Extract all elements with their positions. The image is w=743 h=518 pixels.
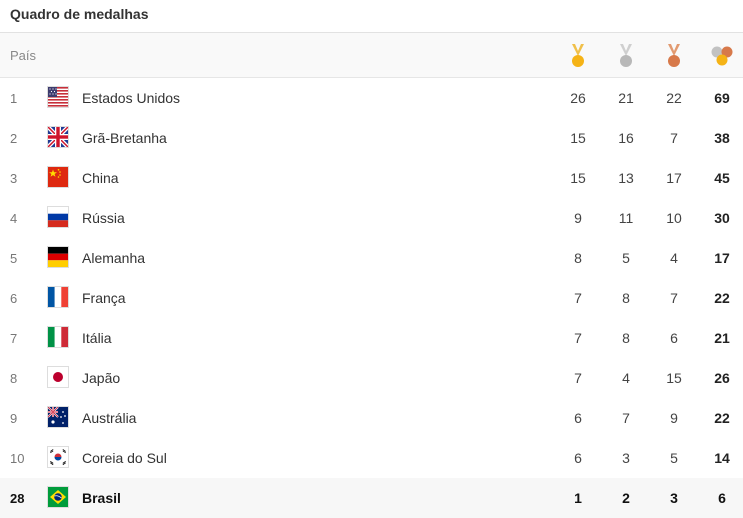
- gold-count: 7: [574, 330, 582, 346]
- rank-cell: 9: [10, 411, 18, 426]
- bronze-count: 5: [670, 450, 678, 466]
- table-row[interactable]: 4 Rússia 9 11 10 30: [0, 198, 743, 239]
- rank-cell: 1: [10, 91, 18, 106]
- silver-count: 8: [622, 330, 630, 346]
- total-count: 69: [714, 90, 730, 106]
- table-row[interactable]: 10 Coreia do Sul 6 3 5 14: [0, 438, 743, 479]
- japan-flag: [48, 367, 68, 387]
- rank-cell: 7: [10, 331, 18, 346]
- table-row[interactable]: 9 Austrália 6 7 9 22: [0, 398, 743, 439]
- silver-count: 5: [622, 250, 630, 266]
- bronze-count: 15: [666, 370, 682, 386]
- bronze-count: 3: [670, 490, 678, 506]
- total-count: 22: [714, 290, 730, 306]
- country-name: Itália: [82, 330, 112, 346]
- usa-flag: [48, 87, 68, 107]
- brazil-flag: [48, 487, 68, 507]
- gold-count: 7: [574, 370, 582, 386]
- france-flag: [48, 287, 68, 307]
- country-name: Rússia: [82, 210, 125, 226]
- china-flag: [48, 167, 68, 187]
- total-count: 30: [714, 210, 730, 226]
- bronze-count: 4: [670, 250, 678, 266]
- rank-cell: 28: [10, 491, 25, 506]
- silver-count: 8: [622, 290, 630, 306]
- table-header: País: [0, 33, 743, 78]
- bronze-count: 7: [670, 290, 678, 306]
- rank-cell: 3: [10, 171, 18, 186]
- country-name: China: [82, 170, 119, 186]
- country-name: Coreia do Sul: [82, 450, 167, 466]
- table-row[interactable]: 8 Japão 7 4 15 26: [0, 358, 743, 399]
- gold-count: 6: [574, 450, 582, 466]
- country-name: França: [82, 290, 126, 306]
- table-row[interactable]: 5 Alemanha 8 5 4 17: [0, 238, 743, 279]
- total-medals-icon: [709, 43, 733, 69]
- silver-count: 21: [618, 90, 634, 106]
- south-korea-flag: [48, 447, 68, 467]
- bronze-count: 9: [670, 410, 678, 426]
- total-count: 6: [718, 490, 726, 506]
- bronze-count: 22: [666, 90, 682, 106]
- country-column-header: País: [10, 48, 37, 63]
- silver-count: 11: [618, 210, 634, 226]
- gold-count: 15: [570, 130, 586, 146]
- bronze-count: 7: [670, 130, 678, 146]
- gold-count: 6: [574, 410, 582, 426]
- gold-medal-icon: [566, 43, 590, 69]
- gold-count: 1: [574, 490, 582, 506]
- rank-cell: 5: [10, 251, 18, 266]
- bronze-count: 10: [666, 210, 682, 226]
- country-name: Brasil: [82, 490, 121, 506]
- total-count: 38: [714, 130, 730, 146]
- country-name: Estados Unidos: [82, 90, 181, 106]
- gold-count: 15: [570, 170, 586, 186]
- bronze-count: 17: [666, 170, 682, 186]
- gold-count: 7: [574, 290, 582, 306]
- total-count: 17: [714, 250, 730, 266]
- rank-cell: 4: [10, 211, 18, 226]
- total-count: 14: [714, 450, 730, 466]
- uk-flag: [48, 127, 68, 147]
- total-count: 21: [714, 330, 730, 346]
- total-count: 22: [714, 410, 730, 426]
- gold-count: 8: [574, 250, 582, 266]
- silver-medal-icon: [614, 43, 638, 69]
- gold-count: 26: [570, 90, 586, 106]
- bronze-count: 6: [670, 330, 678, 346]
- table-row[interactable]: 1 Estados Unidos 26 21 22 69: [0, 78, 743, 119]
- silver-count: 16: [618, 130, 634, 146]
- country-name: Grã-Bretanha: [82, 130, 167, 146]
- silver-count: 7: [622, 410, 630, 426]
- table-row[interactable]: 7 Itália 7 8 6 21: [0, 318, 743, 359]
- russia-flag: [48, 207, 68, 227]
- total-count: 26: [714, 370, 730, 386]
- country-name: Japão: [82, 370, 121, 386]
- silver-count: 2: [622, 490, 630, 506]
- table-row[interactable]: 2 Grã-Bretanha 15 16 7 38: [0, 118, 743, 159]
- rank-cell: 6: [10, 291, 18, 306]
- australia-flag: [48, 407, 68, 427]
- total-count: 45: [714, 170, 730, 186]
- rank-cell: 10: [10, 451, 25, 466]
- rank-cell: 2: [10, 131, 18, 146]
- silver-count: 4: [622, 370, 630, 386]
- table-row[interactable]: 6 França 7 8 7 22: [0, 278, 743, 319]
- gold-count: 9: [574, 210, 582, 226]
- country-name: Alemanha: [82, 250, 146, 266]
- table-row[interactable]: 3 China 15 13 17 45: [0, 158, 743, 199]
- silver-count: 3: [622, 450, 630, 466]
- title-divider: [0, 32, 743, 33]
- germany-flag: [48, 247, 68, 267]
- country-name: Austrália: [82, 410, 137, 426]
- italy-flag: [48, 327, 68, 347]
- silver-count: 13: [618, 170, 634, 186]
- bronze-medal-icon: [662, 43, 686, 69]
- rank-cell: 8: [10, 371, 18, 386]
- medal-table-title: Quadro de medalhas: [10, 6, 149, 22]
- highlighted-country-row[interactable]: 28 Brasil 1 2 3 6: [0, 478, 743, 518]
